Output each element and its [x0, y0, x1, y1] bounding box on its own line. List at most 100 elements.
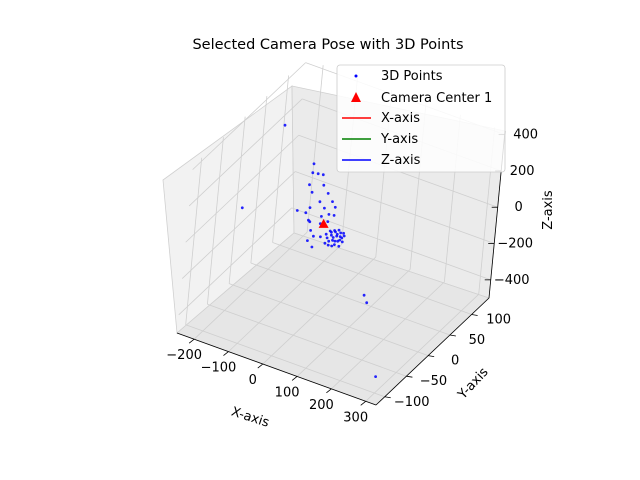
gridline-z-left-3	[188, 98, 303, 207]
scatter-point	[306, 239, 309, 243]
camera-center-marker	[318, 218, 329, 228]
gridline-y-wall-4	[272, 75, 290, 243]
x-tick-label-3: 100	[275, 385, 300, 400]
scatter-point	[316, 172, 320, 176]
x-tick-1	[223, 351, 229, 356]
scatter-point	[365, 301, 369, 305]
gridline-y-wall-1	[207, 137, 224, 305]
y-axis	[375, 297, 490, 406]
legend-entry-3d-points: 3D Points	[354, 69, 443, 84]
x-axis-line	[176, 332, 377, 406]
x-tick-4	[326, 388, 332, 394]
scatter-point	[326, 192, 330, 195]
gridline-x-floor-3	[296, 269, 411, 377]
legend-label-z-axis: Z-axis	[381, 153, 421, 168]
scatter-point	[330, 244, 334, 248]
z-tick-label-1: −200	[497, 237, 533, 252]
gridline-x-floor-4	[331, 281, 445, 390]
scatter-point	[337, 228, 341, 232]
z-tick-label-4: 400	[513, 128, 538, 143]
scatter-point	[331, 238, 334, 242]
scatter-point	[330, 230, 333, 234]
legend-marker-3d-points	[354, 74, 358, 78]
y-tick-0	[384, 396, 391, 399]
gridline-y-wall-3	[250, 96, 268, 264]
scatter-point	[324, 232, 328, 236]
x-tick-label-2: 0	[249, 373, 257, 388]
y-tick-3	[449, 334, 456, 337]
scatter-point	[319, 235, 322, 239]
y-tick-label-0: −100	[394, 395, 430, 410]
y-axis-line	[375, 297, 490, 406]
x-tick-label-4: 200	[309, 398, 334, 413]
legend-entry-y-axis: Y-axis	[342, 132, 418, 147]
x-tick-label-1: −100	[201, 361, 237, 376]
legend-entry-x-axis: X-axis	[342, 111, 420, 126]
gridline-y-floor-1	[207, 303, 407, 377]
scatter-point	[332, 214, 336, 217]
scatter-point	[362, 293, 366, 297]
scatter-point	[312, 162, 316, 166]
scatter-point	[327, 213, 331, 216]
scatter-point	[342, 231, 345, 235]
scatter-point	[308, 206, 312, 210]
scatter-point	[240, 206, 244, 210]
gridline-x-floor-0	[193, 231, 308, 340]
scatter-point	[320, 215, 323, 218]
scatter-point	[308, 220, 312, 224]
legend-label-y-axis: Y-axis	[380, 132, 418, 147]
y-tick-1	[406, 375, 413, 378]
x-tick-label-5: 300	[343, 410, 368, 425]
scatter-point	[338, 238, 342, 242]
gridline-x-floor-5	[365, 293, 479, 402]
z-tick-label-2: 0	[515, 200, 523, 215]
z-axis-label: Z-axis	[541, 190, 556, 230]
legend-entry-camera-center: Camera Center 1	[351, 91, 492, 106]
gridline-y-floor-2	[229, 283, 429, 356]
y-tick-4	[471, 314, 478, 316]
scatter-point	[333, 229, 336, 232]
scatter-point	[318, 200, 322, 204]
legend-entry-z-axis: Z-axis	[342, 153, 421, 168]
camera-center-marker-group	[318, 218, 329, 228]
gridline-z-left-0	[178, 207, 293, 316]
legend-label-camera-center: Camera Center 1	[381, 91, 492, 106]
scatter-point	[330, 233, 333, 237]
x-axis	[176, 332, 377, 406]
z-tick-label-0: −400	[494, 273, 530, 288]
gridline-z-back-0	[291, 207, 491, 281]
gridline-z-back-1	[295, 171, 495, 244]
scatter-point	[327, 239, 331, 243]
z-tick-label-3: 200	[510, 164, 535, 179]
gridline-y-floor-4	[272, 242, 472, 315]
x-tick-label-0: −200	[166, 348, 202, 363]
y-tick-label-2: 0	[451, 354, 459, 369]
scatter-point	[312, 234, 315, 238]
chart-title: Selected Camera Pose with 3D Points	[192, 37, 463, 53]
scatter-point	[304, 211, 308, 215]
scatter-point	[333, 243, 336, 247]
legend-label-x-axis: X-axis	[381, 111, 420, 126]
legend-label-3d-points: 3D Points	[381, 69, 443, 84]
gridline-x-wall-0	[306, 65, 324, 233]
legend-marker-camera-center	[351, 92, 361, 102]
scatter-point	[308, 183, 311, 187]
scatter-point	[323, 206, 326, 210]
scatter-point	[338, 235, 342, 239]
legend-frame	[336, 64, 506, 173]
gridline-x-floor-2	[262, 256, 377, 365]
scatter-point	[339, 231, 343, 235]
x-tick-0	[188, 338, 195, 344]
scatter-point	[283, 123, 287, 127]
scatter-point	[325, 236, 329, 240]
x-tick-2	[257, 363, 264, 369]
scatter-point	[326, 243, 330, 247]
scatter-point	[342, 234, 346, 238]
y-tick-label-1: −50	[420, 374, 447, 389]
gridline-z-left-2	[185, 134, 299, 243]
x-tick-3	[291, 376, 298, 381]
gridline-y-floor-3	[250, 262, 451, 336]
scatter-point	[333, 205, 337, 209]
